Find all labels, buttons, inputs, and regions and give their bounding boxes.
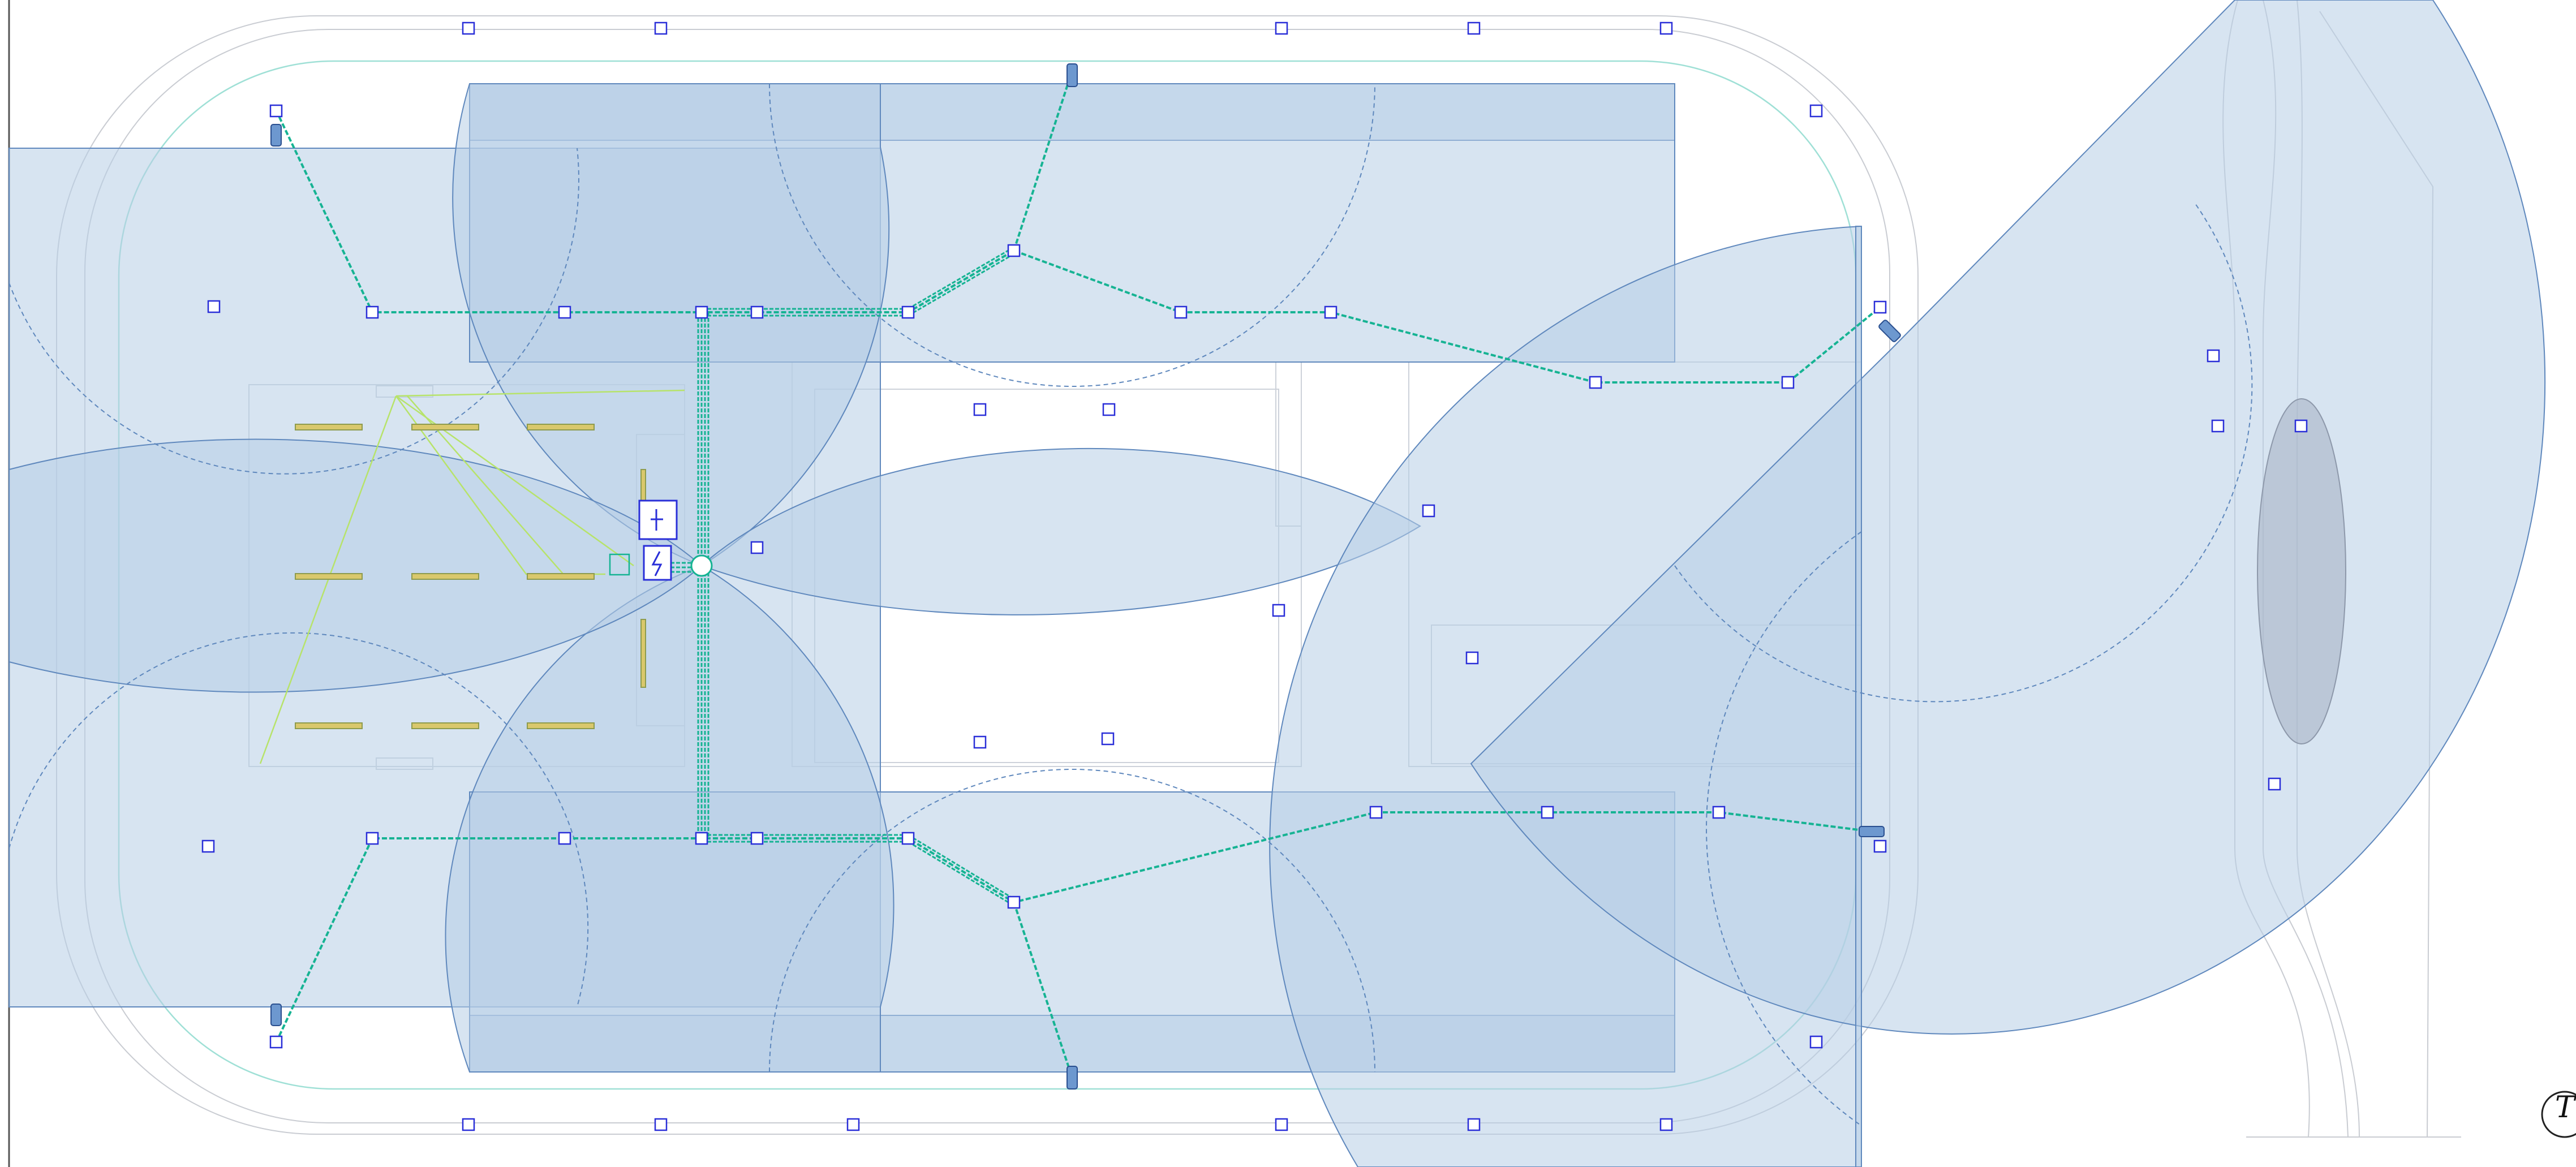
camera-icon[interactable]: [270, 124, 282, 147]
node-marker[interactable]: [558, 832, 571, 845]
equipment-cabinet[interactable]: [609, 499, 713, 581]
cabinet-symbol-icon: [651, 509, 663, 531]
node-marker[interactable]: [1467, 1118, 1481, 1131]
junction-box[interactable]: [609, 553, 630, 576]
node-marker[interactable]: [973, 403, 987, 416]
node-marker[interactable]: [1275, 1118, 1288, 1131]
node-marker[interactable]: [1272, 604, 1285, 617]
node-marker[interactable]: [750, 541, 764, 554]
node-marker[interactable]: [1809, 1035, 1823, 1049]
node-marker[interactable]: [365, 832, 379, 845]
pond-shape: [2257, 398, 2346, 744]
node-marker[interactable]: [1101, 732, 1115, 746]
camera-icon[interactable]: [270, 1004, 282, 1026]
node-marker[interactable]: [1781, 376, 1795, 389]
node-marker[interactable]: [654, 1118, 668, 1131]
device-nodes: [201, 21, 2308, 1131]
node-marker[interactable]: [1174, 305, 1188, 319]
node-marker[interactable]: [269, 104, 283, 118]
north-arrow-letter: T: [2555, 1091, 2576, 1125]
node-marker[interactable]: [846, 1118, 860, 1131]
node-marker[interactable]: [207, 300, 221, 313]
node-marker[interactable]: [1467, 21, 1481, 35]
node-marker[interactable]: [901, 832, 915, 845]
hub-circle[interactable]: [690, 554, 713, 577]
coverage-sector-far-right: [1470, 0, 2546, 1035]
node-marker[interactable]: [1659, 21, 1673, 35]
node-marker[interactable]: [654, 21, 668, 35]
node-marker[interactable]: [973, 735, 987, 749]
node-marker[interactable]: [1809, 104, 1823, 118]
node-marker[interactable]: [695, 305, 708, 319]
coverage-zone-lower-right: [1855, 226, 1862, 1167]
camera-icon[interactable]: [1066, 63, 1078, 87]
node-marker[interactable]: [462, 21, 475, 35]
node-marker[interactable]: [1873, 300, 1887, 314]
camera-icon[interactable]: [1859, 826, 1885, 837]
node-marker[interactable]: [1102, 403, 1116, 416]
node-marker[interactable]: [695, 832, 708, 845]
coverage-fan-lower-center: [445, 565, 894, 1073]
node-marker[interactable]: [1589, 376, 1602, 389]
node-marker[interactable]: [1324, 305, 1338, 319]
node-marker[interactable]: [750, 305, 764, 319]
node-marker[interactable]: [558, 305, 571, 319]
node-marker[interactable]: [269, 1035, 283, 1049]
node-marker[interactable]: [365, 305, 379, 319]
node-marker[interactable]: [1422, 504, 1435, 518]
node-marker[interactable]: [2211, 419, 2225, 433]
node-marker[interactable]: [1369, 806, 1383, 819]
power-box[interactable]: [643, 545, 672, 581]
node-marker[interactable]: [1007, 895, 1021, 909]
node-marker[interactable]: [750, 832, 764, 845]
node-marker[interactable]: [1873, 839, 1887, 853]
node-marker[interactable]: [2268, 777, 2281, 791]
cameras: [270, 63, 1901, 1090]
camera-icon[interactable]: [1878, 319, 1901, 342]
node-marker[interactable]: [1275, 21, 1288, 35]
node-marker[interactable]: [462, 1118, 475, 1131]
node-marker[interactable]: [201, 839, 215, 853]
node-marker[interactable]: [1007, 244, 1021, 257]
camera-icon[interactable]: [1066, 1066, 1078, 1090]
node-marker[interactable]: [1541, 806, 1554, 819]
coverage-lens-left: [8, 438, 703, 693]
node-marker[interactable]: [901, 305, 915, 319]
node-marker[interactable]: [1659, 1118, 1673, 1131]
node-marker[interactable]: [2294, 419, 2308, 433]
north-arrow-icon: T: [2541, 1091, 2576, 1138]
coverage-areas: [8, 0, 2546, 1167]
lightning-icon: [651, 551, 663, 576]
node-marker[interactable]: [1712, 806, 1726, 819]
node-marker[interactable]: [1465, 651, 1479, 665]
coverage-arcs: [8, 83, 2253, 1126]
node-marker[interactable]: [2207, 349, 2220, 363]
